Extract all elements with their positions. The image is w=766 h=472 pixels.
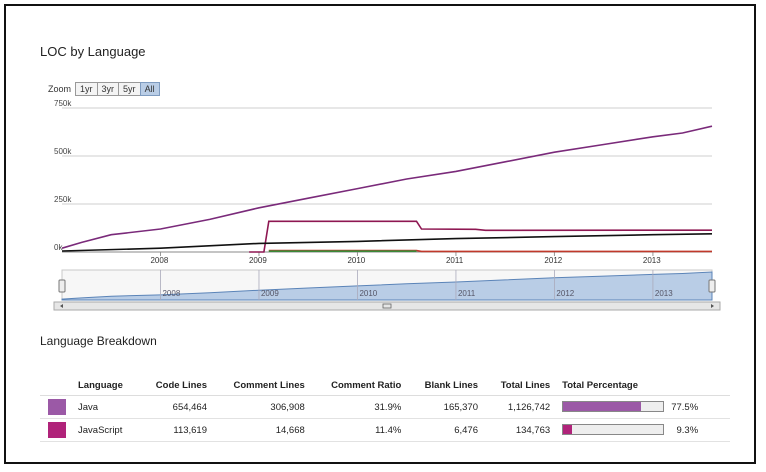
percentage-bar bbox=[562, 424, 665, 436]
cell-total-percentage: 77.5% bbox=[556, 395, 730, 419]
swatch-cell bbox=[40, 395, 72, 419]
scroll-grip-icon[interactable] bbox=[382, 303, 392, 309]
x-tick-label: 2011 bbox=[446, 256, 464, 265]
table-row: Java 654,464 306,908 31.9% 165,370 1,126… bbox=[40, 395, 730, 419]
percentage-bar bbox=[562, 401, 665, 413]
breakdown-table: Language Code Lines Comment Lines Commen… bbox=[40, 376, 730, 442]
language-color-swatch bbox=[48, 422, 66, 438]
header-total-percentage: Total Percentage bbox=[556, 376, 730, 396]
navigator-tick-label: 2011 bbox=[458, 289, 476, 298]
cell-blank-lines: 165,370 bbox=[407, 395, 484, 419]
y-tick-label: 750k bbox=[54, 99, 72, 108]
navigator-handle[interactable] bbox=[708, 279, 716, 293]
navigator-tick-label: 2010 bbox=[359, 289, 377, 298]
y-tick-label: 500k bbox=[54, 147, 72, 156]
navigator-tick-label: 2013 bbox=[655, 289, 673, 298]
header-total-lines: Total Lines bbox=[484, 376, 557, 396]
table-row: JavaScript 113,619 14,668 11.4% 6,476 13… bbox=[40, 418, 730, 442]
x-tick-label: 2012 bbox=[544, 256, 562, 265]
loc-chart-title: LOC by Language bbox=[40, 44, 146, 59]
cell-comment-lines: 306,908 bbox=[213, 395, 311, 419]
navigator-handle[interactable] bbox=[58, 279, 66, 293]
series-line bbox=[61, 233, 713, 252]
x-tick-label: 2009 bbox=[249, 256, 267, 265]
cell-language: Java bbox=[72, 395, 139, 419]
header-comment-ratio: Comment Ratio bbox=[310, 376, 408, 396]
cell-total-percentage: 9.3% bbox=[556, 418, 730, 442]
loc-line-chart: 0k 250k 500k 750k 2008 2009 2010 2011 2012 2013 20… bbox=[53, 99, 721, 311]
cell-comment-lines: 14,668 bbox=[213, 418, 311, 442]
navigator-tick-label: 2009 bbox=[261, 289, 279, 298]
scroll-right-icon[interactable] bbox=[711, 304, 714, 308]
percentage-value: 77.5% bbox=[671, 401, 699, 413]
zoom-controls: Zoom 1yr 3yr 5yr All bbox=[48, 82, 160, 96]
language-color-swatch bbox=[48, 399, 66, 415]
y-tick-label: 0k bbox=[54, 243, 63, 252]
swatch-cell bbox=[40, 418, 72, 442]
header-language: Language bbox=[72, 376, 139, 396]
percentage-bar-fill bbox=[563, 425, 573, 435]
zoom-3yr-button[interactable]: 3yr bbox=[96, 82, 120, 96]
percentage-bar-fill bbox=[563, 402, 641, 412]
cell-blank-lines: 6,476 bbox=[407, 418, 484, 442]
series-line bbox=[249, 220, 713, 253]
table-header-row: Language Code Lines Comment Lines Commen… bbox=[40, 376, 730, 396]
x-tick-label: 2013 bbox=[643, 256, 661, 265]
scroll-left-icon[interactable] bbox=[60, 304, 63, 308]
zoom-label: Zoom bbox=[48, 84, 72, 94]
cell-code-lines: 113,619 bbox=[138, 418, 213, 442]
y-tick-label: 250k bbox=[54, 195, 72, 204]
navigator-scrollbar[interactable] bbox=[53, 301, 721, 311]
breakdown-title: Language Breakdown bbox=[40, 334, 157, 348]
zoom-5yr-button[interactable]: 5yr bbox=[118, 82, 141, 96]
percentage-value: 9.3% bbox=[676, 424, 699, 436]
cell-comment-ratio: 11.4% bbox=[310, 418, 408, 442]
cell-comment-ratio: 31.9% bbox=[310, 395, 408, 419]
series-line bbox=[61, 125, 713, 249]
header-blank-lines: Blank Lines bbox=[407, 376, 484, 396]
zoom-all-button[interactable]: All bbox=[139, 82, 160, 96]
swatch-header bbox=[40, 376, 72, 396]
cell-total-lines: 1,126,742 bbox=[484, 395, 557, 419]
x-tick-label: 2008 bbox=[150, 256, 168, 265]
header-comment-lines: Comment Lines bbox=[213, 376, 311, 396]
navigator-tick-label: 2008 bbox=[162, 289, 180, 298]
header-code-lines: Code Lines bbox=[138, 376, 213, 396]
cell-code-lines: 654,464 bbox=[138, 395, 213, 419]
cell-total-lines: 134,763 bbox=[484, 418, 557, 442]
cell-language: JavaScript bbox=[72, 418, 139, 442]
navigator-area bbox=[61, 271, 713, 301]
x-tick-label: 2010 bbox=[347, 256, 365, 265]
navigator-tick-label: 2012 bbox=[556, 289, 574, 298]
